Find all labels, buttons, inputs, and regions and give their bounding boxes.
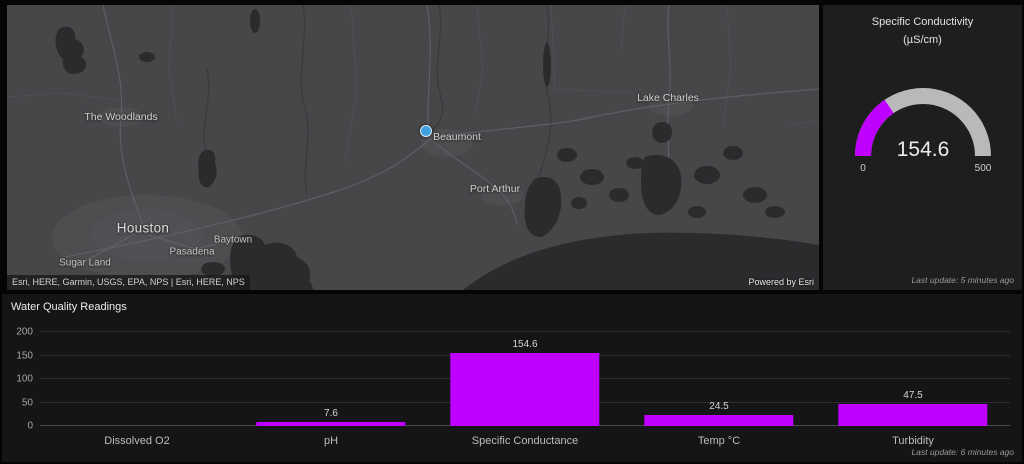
gauge-value: 154.6 bbox=[896, 138, 949, 161]
chart-panel: Water Quality Readings 7.6 154.6 24.5 47.5 … bbox=[2, 294, 1022, 462]
map-attribution: Esri, HERE, Garmin, USGS, EPA, NPS | Esr… bbox=[7, 275, 250, 290]
gauge-title-text: Specific Conductivity bbox=[871, 16, 974, 28]
chart-bar[interactable] bbox=[644, 414, 794, 426]
x-axis-label: Turbidity bbox=[892, 435, 934, 447]
map-label-layer: The Woodlands Houston Pasadena Baytown Sugar… bbox=[7, 5, 819, 290]
top-row: The Woodlands Houston Pasadena Baytown Sugar… bbox=[7, 5, 1022, 290]
gauge-fill bbox=[854, 100, 894, 157]
y-axis-tick: 0 bbox=[27, 420, 33, 432]
chart-title: Water Quality Readings bbox=[11, 301, 127, 313]
chart-bar[interactable] bbox=[256, 422, 406, 426]
map-panel[interactable]: The Woodlands Houston Pasadena Baytown Sugar… bbox=[7, 5, 819, 290]
gauge-max-label: 500 bbox=[974, 163, 991, 174]
map-county-lines bbox=[7, 5, 819, 162]
bar-value-label: 24.5 bbox=[709, 400, 729, 412]
y-axis-tick: 200 bbox=[16, 326, 33, 338]
chart-bar-slot: 47.5 bbox=[816, 332, 1010, 426]
chart-bar-slot: 154.6 bbox=[428, 332, 622, 426]
chart-bar-slot bbox=[40, 332, 234, 426]
map-city-label: Lake Charles bbox=[637, 92, 699, 104]
gauge-panel: Specific Conductivity (µS/cm) 0 500 154.… bbox=[823, 5, 1022, 290]
chart-plot: 7.6 154.6 24.5 47.5 0 50 100 150 200 bbox=[16, 327, 1010, 432]
map-rivers bbox=[203, 5, 552, 196]
y-axis-tick: 100 bbox=[16, 373, 33, 385]
gauge-min-label: 0 bbox=[860, 163, 866, 174]
map-canvas[interactable] bbox=[7, 5, 819, 290]
bar-value-label: 154.6 bbox=[512, 339, 538, 351]
map-city-label: Baytown bbox=[213, 234, 253, 246]
x-axis-label: Temp °C bbox=[697, 435, 741, 447]
chart-bar[interactable] bbox=[838, 403, 988, 426]
chart-last-update: Last update: 6 minutes ago bbox=[911, 447, 1014, 457]
map-marker[interactable] bbox=[420, 125, 432, 137]
chart-gridline bbox=[40, 331, 1010, 332]
map-city-label: The Woodlands bbox=[84, 111, 158, 123]
chart-bars: 7.6 154.6 24.5 47.5 bbox=[40, 332, 1010, 426]
map-city-label: Beaumont bbox=[433, 131, 481, 143]
gauge: 0 500 154.6 bbox=[854, 88, 991, 174]
gauge-unit: (µS/cm) bbox=[903, 33, 942, 46]
chart-bar-slot: 24.5 bbox=[622, 332, 816, 426]
y-axis-tick: 50 bbox=[21, 397, 33, 408]
map-water bbox=[55, 9, 819, 290]
powered-by-esri: Powered by Esri bbox=[748, 277, 814, 287]
chart-bar-slot: 7.6 bbox=[234, 332, 428, 426]
map-roads bbox=[64, 5, 819, 288]
map-city-label: Port Arthur bbox=[469, 183, 521, 195]
x-axis-label: pH bbox=[323, 435, 339, 447]
map-city-label: Pasadena bbox=[169, 246, 215, 258]
map-city-label: Houston bbox=[116, 220, 170, 236]
gauge-title: Specific Conductivity (µS/cm) bbox=[823, 5, 1022, 49]
map-city-label: Sugar Land bbox=[59, 257, 111, 269]
x-axis-label: Dissolved O2 bbox=[104, 435, 170, 447]
chart-xlabels: Dissolved O2 pH Specific Conductance Temp °… bbox=[40, 435, 1010, 447]
gauge-last-update: Last update: 5 minutes ago bbox=[911, 275, 1014, 285]
chart-bar[interactable] bbox=[450, 353, 600, 426]
y-axis-tick: 150 bbox=[16, 350, 33, 361]
x-axis-label: Specific Conductance bbox=[471, 435, 579, 447]
bar-value-label: 7.6 bbox=[324, 408, 338, 420]
map-urban-areas bbox=[52, 94, 693, 279]
bar-value-label: 47.5 bbox=[903, 389, 923, 401]
